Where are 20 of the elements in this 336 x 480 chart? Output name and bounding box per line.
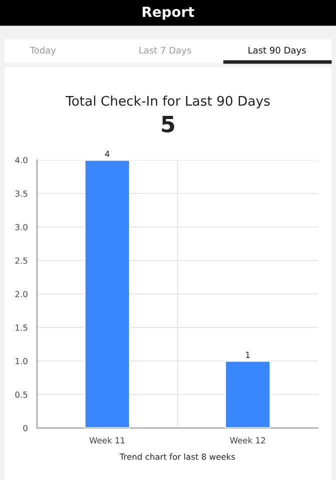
y-tick-label: 2.5 — [15, 257, 28, 264]
y-tick-label: 0.5 — [15, 391, 28, 398]
text: Last 7 Days — [139, 46, 191, 56]
y-tick-label: 3.5 — [15, 190, 28, 197]
y-tick-label: 1.0 — [16, 358, 28, 364]
y-tick-label: 1.5 — [16, 324, 28, 331]
data-label: 1 — [246, 352, 250, 358]
y-tick-label: 3.0 — [15, 224, 28, 230]
y-tick-label: 2.0 — [15, 290, 28, 298]
chart-subtitle: 5 — [162, 116, 174, 132]
x-tick-label: Week 12 — [230, 437, 265, 444]
x-tick-label: Week 11 — [89, 437, 125, 444]
text: Last 90 Days — [248, 46, 306, 56]
data-label: 4 — [105, 150, 110, 157]
chart-title: Total Check-In for Last 90 Days — [66, 96, 270, 108]
y-tick-label: 0 — [23, 424, 28, 432]
y-tick-label: 4.0 — [15, 156, 28, 164]
x-axis-title: Trend chart for last 8 weeks — [120, 453, 235, 460]
text: Report — [142, 6, 194, 20]
text: Today — [30, 46, 56, 56]
